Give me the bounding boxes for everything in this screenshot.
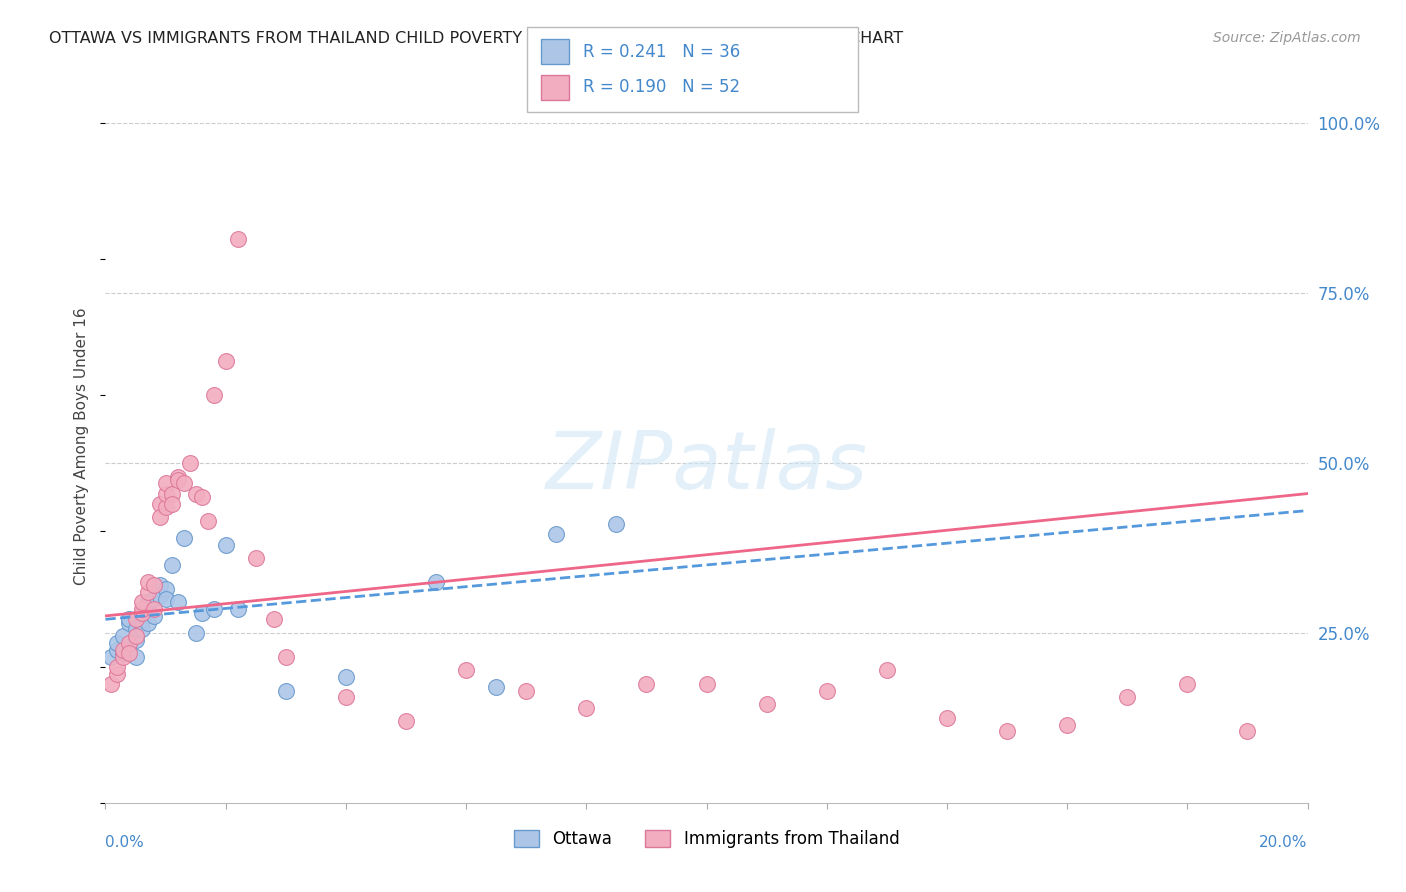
Point — [936, 711, 959, 725]
Text: R = 0.241   N = 36: R = 0.241 N = 36 — [583, 43, 741, 61]
Point — [263, 612, 285, 626]
Point — [173, 531, 195, 545]
Point — [335, 690, 357, 705]
Text: R = 0.190   N = 52: R = 0.190 N = 52 — [583, 78, 741, 96]
Point — [605, 517, 627, 532]
Point — [274, 649, 297, 664]
Point — [118, 615, 141, 630]
Point — [335, 670, 357, 684]
Point — [148, 497, 170, 511]
Point — [214, 537, 236, 551]
Point — [876, 663, 898, 677]
Point — [124, 629, 146, 643]
Point — [136, 585, 159, 599]
Point — [131, 606, 153, 620]
Point — [454, 663, 477, 677]
Point — [148, 510, 170, 524]
Point — [155, 486, 177, 500]
Text: ZIPatlas: ZIPatlas — [546, 428, 868, 507]
Point — [226, 232, 249, 246]
Point — [142, 608, 165, 623]
Point — [575, 700, 598, 714]
Point — [100, 677, 122, 691]
Point — [696, 677, 718, 691]
Point — [179, 456, 201, 470]
Point — [515, 683, 537, 698]
Point — [395, 714, 418, 729]
Point — [142, 591, 165, 606]
Point — [815, 683, 838, 698]
Point — [148, 578, 170, 592]
Point — [190, 606, 212, 620]
Point — [274, 683, 297, 698]
Point — [160, 558, 183, 572]
Point — [485, 680, 508, 694]
Text: 0.0%: 0.0% — [105, 836, 145, 850]
Point — [124, 623, 146, 637]
Point — [166, 469, 188, 483]
Point — [995, 724, 1018, 739]
Point — [546, 527, 568, 541]
Point — [112, 629, 135, 643]
Point — [425, 574, 447, 589]
Point — [166, 473, 188, 487]
Point — [136, 602, 159, 616]
Point — [1236, 724, 1258, 739]
Point — [136, 574, 159, 589]
Point — [100, 649, 122, 664]
Point — [112, 649, 135, 664]
Point — [160, 486, 183, 500]
Point — [190, 490, 212, 504]
Point — [107, 643, 129, 657]
Legend: Ottawa, Immigrants from Thailand: Ottawa, Immigrants from Thailand — [508, 823, 905, 855]
Point — [214, 354, 236, 368]
Point — [131, 612, 153, 626]
Point — [160, 497, 183, 511]
Point — [155, 500, 177, 515]
Text: 20.0%: 20.0% — [1260, 836, 1308, 850]
Point — [107, 666, 129, 681]
Point — [131, 606, 153, 620]
Point — [1116, 690, 1139, 705]
Point — [118, 636, 141, 650]
Point — [1175, 677, 1198, 691]
Point — [112, 643, 135, 657]
Point — [166, 595, 188, 609]
Point — [202, 602, 225, 616]
Point — [226, 602, 249, 616]
Point — [142, 602, 165, 616]
Point — [136, 615, 159, 630]
Point — [755, 698, 778, 712]
Point — [107, 636, 129, 650]
Point — [636, 677, 658, 691]
Point — [118, 612, 141, 626]
Point — [184, 486, 207, 500]
Point — [155, 582, 177, 596]
Point — [148, 589, 170, 603]
Point — [131, 623, 153, 637]
Point — [124, 632, 146, 647]
Point — [184, 626, 207, 640]
Point — [197, 514, 219, 528]
Point — [245, 551, 267, 566]
Point — [131, 595, 153, 609]
Text: OTTAWA VS IMMIGRANTS FROM THAILAND CHILD POVERTY AMONG BOYS UNDER 16 CORRELATION: OTTAWA VS IMMIGRANTS FROM THAILAND CHILD… — [49, 31, 903, 46]
Point — [112, 646, 135, 660]
Point — [202, 388, 225, 402]
Point — [107, 660, 129, 674]
Point — [155, 591, 177, 606]
Y-axis label: Child Poverty Among Boys Under 16: Child Poverty Among Boys Under 16 — [75, 307, 90, 585]
Text: Source: ZipAtlas.com: Source: ZipAtlas.com — [1213, 31, 1361, 45]
Point — [136, 595, 159, 609]
Point — [124, 612, 146, 626]
Point — [142, 578, 165, 592]
Point — [118, 646, 141, 660]
Point — [131, 602, 153, 616]
Point — [155, 476, 177, 491]
Point — [124, 649, 146, 664]
Point — [173, 476, 195, 491]
Point — [1056, 717, 1078, 731]
